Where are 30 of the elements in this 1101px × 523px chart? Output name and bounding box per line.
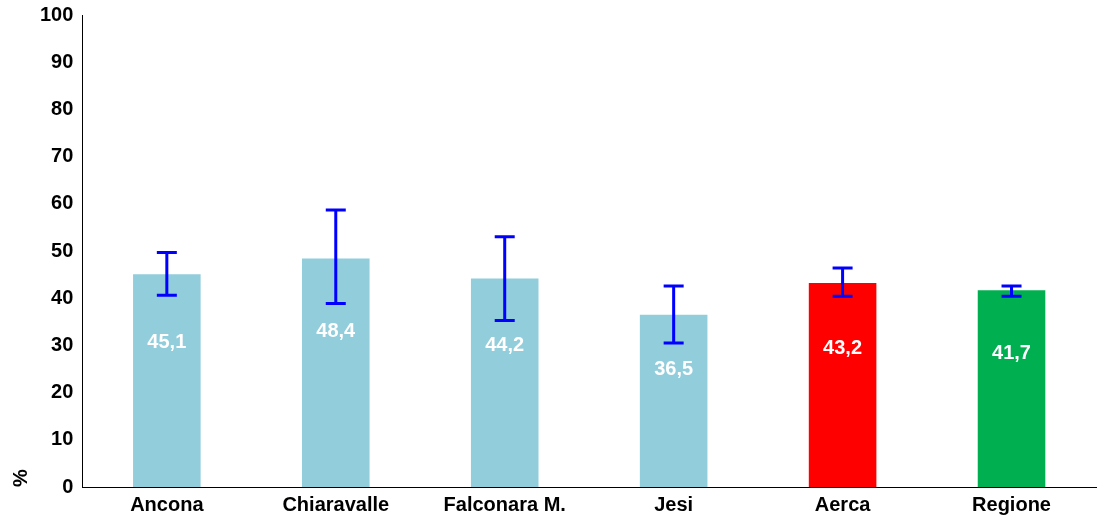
bar — [133, 274, 201, 487]
bar — [808, 283, 877, 487]
y-tick-label: 70 — [51, 144, 74, 167]
y-tick-label: 60 — [51, 191, 74, 214]
data-label: 48,4 — [316, 319, 357, 342]
y-tick-label: 100 — [39, 2, 74, 25]
x-tick-label: Aerca — [814, 492, 872, 515]
x-tick-label: Ancona — [130, 492, 205, 515]
y-tick-label: 90 — [51, 49, 74, 72]
x-tick-label: Regione — [972, 492, 1051, 515]
data-label: 41,7 — [992, 340, 1031, 363]
y-tick-label: 40 — [51, 285, 74, 308]
data-label: 43,2 — [823, 335, 863, 358]
y-tick-label: 80 — [51, 96, 74, 119]
x-tick-label: Chiaravalle — [282, 492, 390, 515]
bar — [639, 314, 708, 487]
y-tick-label: 20 — [51, 380, 74, 403]
x-tick-label: Falconara M. — [443, 492, 566, 515]
y-tick-label: 0 — [62, 474, 74, 497]
bar — [977, 290, 1046, 487]
bar — [470, 278, 539, 487]
y-tick-label: 50 — [51, 238, 74, 261]
x-tick-label: Jesi — [654, 492, 694, 515]
y-tick-label: 30 — [51, 332, 74, 355]
y-axis-title: % — [8, 469, 31, 487]
data-label: 45,1 — [147, 329, 187, 352]
data-label: 36,5 — [654, 357, 694, 380]
y-tick-label: 10 — [51, 427, 74, 450]
bar — [301, 258, 370, 487]
data-label: 44,2 — [485, 332, 525, 355]
